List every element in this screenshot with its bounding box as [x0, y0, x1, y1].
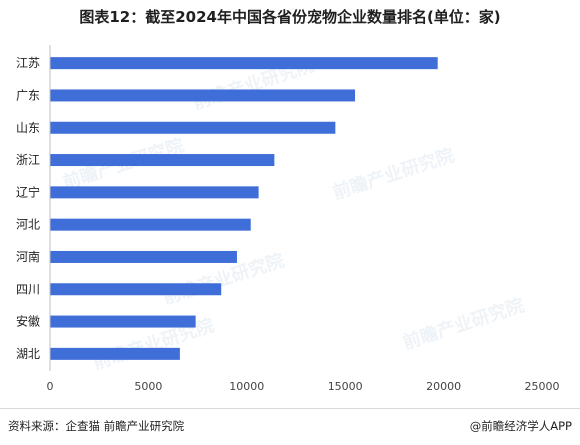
- bar-9: [50, 347, 180, 360]
- x-tick-label: 20000: [426, 380, 461, 393]
- bar-3: [50, 154, 275, 167]
- category-label: 安徽: [16, 314, 40, 329]
- x-tick-label: 10000: [229, 380, 264, 393]
- bar-0: [50, 57, 438, 70]
- category-label: 浙江: [16, 153, 40, 167]
- x-axis: 0 5000 10000 15000 20000 25000: [47, 45, 560, 393]
- bar-6: [50, 250, 237, 263]
- category-label: 河南: [16, 249, 40, 264]
- source-note: 资料来源：企查猫 前瞻产业研究院: [8, 419, 185, 433]
- bar-1: [50, 89, 356, 102]
- x-tick-label: 25000: [525, 380, 560, 393]
- category-label: 四川: [16, 282, 40, 296]
- category-label: 河北: [16, 218, 40, 232]
- x-tick-label: 5000: [134, 380, 162, 393]
- bar-5: [50, 218, 251, 231]
- brand-note: @前瞻经济学人APP: [469, 419, 572, 433]
- chart-title: 图表12：截至2024年中国各省份宠物企业数量排名(单位：家): [79, 8, 501, 26]
- bar-7: [50, 283, 222, 296]
- category-label: 广东: [16, 88, 40, 102]
- category-label: 江苏: [16, 56, 40, 70]
- category-label: 辽宁: [16, 184, 40, 199]
- bar-8: [50, 315, 196, 328]
- footer-divider: [0, 408, 580, 409]
- x-tick-label: 15000: [328, 380, 363, 393]
- category-label: 湖北: [16, 346, 40, 361]
- bar-2: [50, 121, 336, 134]
- category-label: 山东: [16, 121, 40, 135]
- bar-4: [50, 186, 259, 199]
- bar-group: [50, 57, 438, 360]
- x-tick-label: 0: [47, 380, 54, 393]
